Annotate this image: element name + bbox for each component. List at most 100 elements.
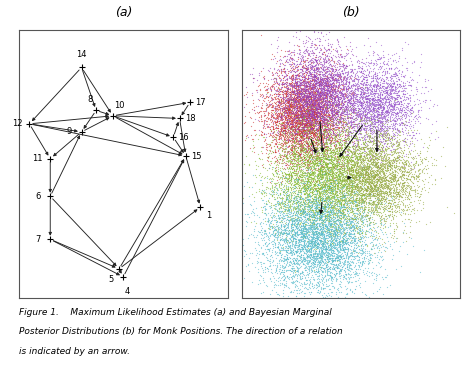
Point	[405, 182, 413, 188]
Point	[333, 145, 340, 151]
Point	[327, 171, 334, 177]
Point	[311, 42, 319, 48]
Point	[274, 98, 282, 104]
Point	[296, 300, 304, 306]
Point	[365, 68, 373, 74]
Point	[357, 179, 365, 185]
Point	[302, 126, 310, 132]
Point	[424, 165, 432, 171]
Point	[307, 72, 315, 78]
Point	[300, 82, 307, 88]
Point	[272, 140, 279, 146]
Point	[408, 129, 415, 135]
Point	[317, 104, 325, 110]
Point	[308, 234, 315, 240]
Point	[309, 124, 316, 130]
Point	[326, 138, 333, 144]
Point	[345, 107, 352, 113]
Point	[315, 260, 323, 266]
Point	[351, 286, 358, 292]
Point	[375, 149, 383, 155]
Point	[362, 187, 369, 193]
Point	[405, 168, 413, 174]
Point	[353, 215, 361, 221]
Point	[321, 204, 329, 210]
Point	[382, 101, 389, 107]
Point	[389, 185, 396, 191]
Point	[334, 85, 342, 91]
Point	[325, 120, 333, 126]
Point	[366, 214, 374, 220]
Point	[268, 84, 276, 90]
Point	[312, 231, 319, 237]
Point	[307, 111, 315, 117]
Point	[285, 118, 293, 124]
Point	[417, 64, 424, 70]
Point	[346, 55, 354, 61]
Point	[290, 131, 297, 137]
Point	[342, 106, 349, 112]
Point	[328, 239, 335, 245]
Point	[349, 198, 357, 204]
Point	[292, 251, 300, 257]
Point	[319, 258, 326, 264]
Point	[346, 176, 354, 182]
Point	[286, 235, 294, 241]
Point	[286, 96, 294, 102]
Point	[322, 21, 329, 26]
Point	[318, 95, 325, 101]
Point	[284, 220, 292, 226]
Point	[381, 151, 388, 157]
Point	[307, 207, 315, 213]
Point	[309, 77, 316, 83]
Point	[372, 172, 380, 178]
Point	[390, 103, 397, 109]
Point	[304, 97, 312, 103]
Point	[339, 238, 346, 244]
Point	[304, 248, 312, 254]
Point	[323, 80, 330, 86]
Point	[358, 99, 365, 105]
Point	[250, 149, 258, 155]
Point	[286, 166, 294, 172]
Point	[278, 142, 285, 148]
Point	[367, 60, 375, 66]
Point	[361, 258, 369, 264]
Point	[290, 260, 298, 266]
Point	[361, 237, 369, 243]
Point	[320, 117, 328, 123]
Point	[324, 204, 331, 210]
Point	[285, 214, 293, 220]
Point	[270, 224, 277, 230]
Point	[296, 70, 303, 76]
Point	[394, 155, 402, 161]
Point	[393, 117, 401, 123]
Point	[272, 119, 279, 125]
Point	[308, 228, 315, 234]
Point	[288, 123, 296, 129]
Point	[308, 159, 316, 165]
Point	[325, 70, 333, 76]
Point	[287, 97, 295, 103]
Point	[351, 72, 358, 78]
Point	[430, 156, 438, 162]
Point	[320, 135, 328, 141]
Point	[296, 119, 303, 125]
Point	[336, 267, 344, 273]
Point	[322, 149, 329, 155]
Point	[278, 144, 285, 150]
Point	[269, 225, 276, 231]
Point	[338, 187, 346, 193]
Point	[384, 167, 392, 173]
Point	[289, 130, 296, 136]
Point	[404, 166, 412, 172]
Point	[358, 241, 366, 247]
Point	[294, 123, 301, 129]
Point	[365, 173, 373, 179]
Point	[301, 230, 309, 236]
Point	[301, 120, 308, 126]
Point	[310, 181, 317, 186]
Point	[352, 146, 359, 152]
Point	[335, 179, 342, 185]
Point	[301, 146, 309, 152]
